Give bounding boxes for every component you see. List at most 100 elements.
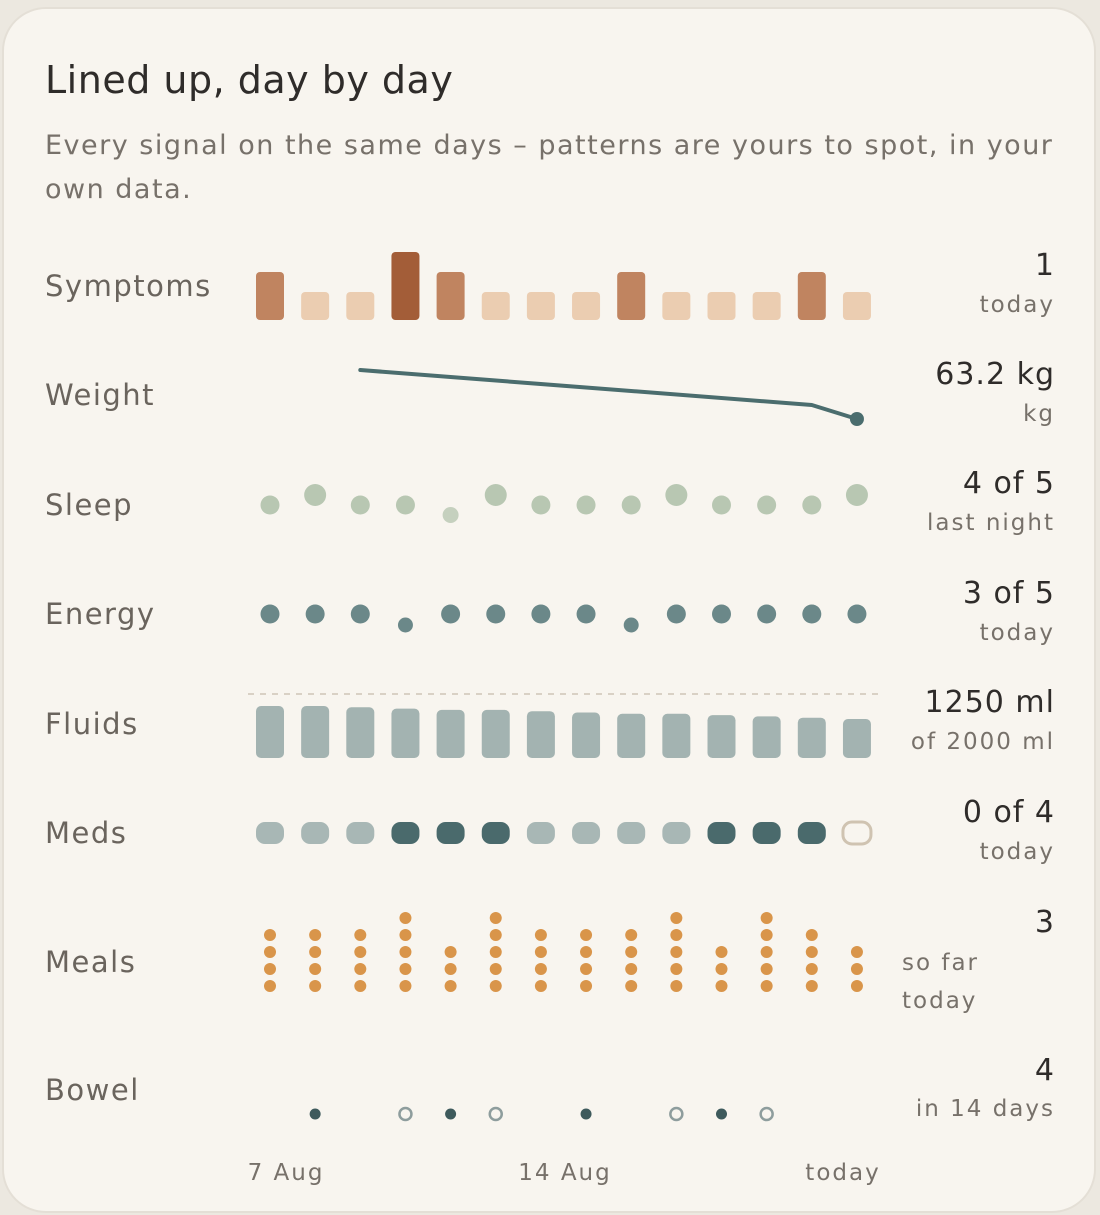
sleep-value: 4 of 5 [962, 466, 1055, 501]
meal-dot [850, 980, 863, 992]
energy-dot [623, 617, 639, 633]
meal-dot [805, 946, 818, 958]
symptom-bar [842, 292, 871, 320]
meal-dot [354, 980, 367, 992]
meal-dot [715, 980, 728, 992]
meal-dot [625, 980, 638, 992]
energy-dot [666, 604, 686, 624]
x-axis-start-label: 7 Aug [247, 1160, 325, 1186]
meal-dot [534, 980, 547, 992]
meds-pill [301, 822, 330, 844]
meal-dot [354, 946, 367, 958]
meal-dot [760, 946, 773, 958]
sleep-dot [304, 484, 327, 506]
bowel-event-ring [398, 1106, 413, 1122]
meal-dot [625, 929, 638, 941]
meal-dot [580, 929, 593, 941]
meal-dot [670, 946, 683, 958]
meal-dot [580, 963, 593, 975]
meds-pill [752, 822, 781, 844]
weight-line [358, 368, 859, 421]
meal-dot [399, 963, 412, 975]
meal-dot [444, 946, 457, 958]
meal-dot [850, 963, 863, 975]
symptom-bar [797, 272, 826, 320]
card-title: Lined up, day by day [45, 58, 454, 102]
symptoms-value: 1 [1034, 248, 1055, 283]
meal-dot [489, 980, 502, 992]
meal-dot [534, 963, 547, 975]
meal-dot [760, 980, 773, 992]
meds-pill [572, 822, 601, 844]
meal-dot [399, 946, 412, 958]
sleep-dot [802, 495, 822, 515]
sleep-dot [576, 495, 596, 515]
meds-pill [797, 822, 826, 844]
fluids-bar [301, 706, 330, 758]
meds-pill [436, 822, 465, 844]
symptom-bar [481, 292, 510, 320]
sleep-dot [531, 495, 551, 515]
energy-dot [576, 604, 596, 624]
energy-dot [486, 604, 506, 624]
meals-label: Meals [45, 945, 137, 979]
fluids-value: 1250 ml [924, 685, 1055, 720]
meal-dot [309, 980, 322, 992]
meals-caption: so far today [902, 950, 980, 1014]
sleep-dot [712, 495, 731, 515]
meal-dot [354, 929, 367, 941]
symptom-bar [256, 272, 284, 320]
symptom-bar [617, 272, 646, 320]
sleep-dot [484, 484, 507, 506]
sleep-dot [260, 495, 280, 515]
meal-dot [760, 912, 773, 924]
fluids-bar [391, 708, 420, 758]
meal-dot [625, 963, 638, 975]
card-subtitle: Every signal on the same days – patterns… [45, 130, 1054, 205]
bowel-event-dot [445, 1108, 457, 1120]
x-axis-end-label: today [805, 1160, 881, 1186]
weight-value: 63.2 kg [935, 357, 1055, 392]
bowel-event-dot [716, 1108, 727, 1120]
meal-dot [670, 963, 683, 975]
meal-dot [805, 980, 818, 992]
meal-dot [670, 912, 683, 924]
meal-dot [309, 963, 322, 975]
energy-dot [802, 604, 822, 624]
meds-pill [662, 822, 691, 844]
symptom-bar [572, 292, 601, 320]
fluids-bar [481, 709, 510, 758]
meds-pill [346, 822, 375, 844]
bowel-event-dot [309, 1108, 321, 1120]
fluids-bar [842, 719, 871, 758]
bowel-event-ring [759, 1106, 774, 1122]
bowel-caption: in 14 days [915, 1096, 1055, 1122]
symptom-bar [301, 292, 330, 320]
symptoms-label: Symptoms [45, 269, 212, 303]
meal-dot [309, 946, 322, 958]
bowel-event-dot [580, 1108, 592, 1120]
fluids-bar [617, 713, 646, 758]
meds-pill [526, 822, 555, 844]
meals-value: 3 [1034, 905, 1055, 940]
meal-dot [580, 946, 593, 958]
symptom-bar [752, 292, 781, 320]
sleep-caption: last night [927, 510, 1055, 536]
weight-label: Weight [45, 378, 156, 412]
fluids-bar [256, 706, 284, 758]
energy-dot [350, 604, 370, 624]
fluids-bar [526, 711, 555, 758]
meal-dot [489, 912, 502, 924]
symptom-bar [346, 292, 375, 320]
meal-dot [264, 929, 276, 941]
sleep-dot [442, 507, 459, 523]
meal-dot [805, 929, 818, 941]
bowel-value: 4 [1034, 1053, 1055, 1088]
meal-dot [850, 946, 863, 958]
meds-pill [391, 822, 420, 844]
fluids-bar [572, 712, 601, 758]
sleep-dot [757, 495, 777, 515]
symptom-bar [436, 272, 465, 320]
meds-pill [481, 822, 510, 844]
